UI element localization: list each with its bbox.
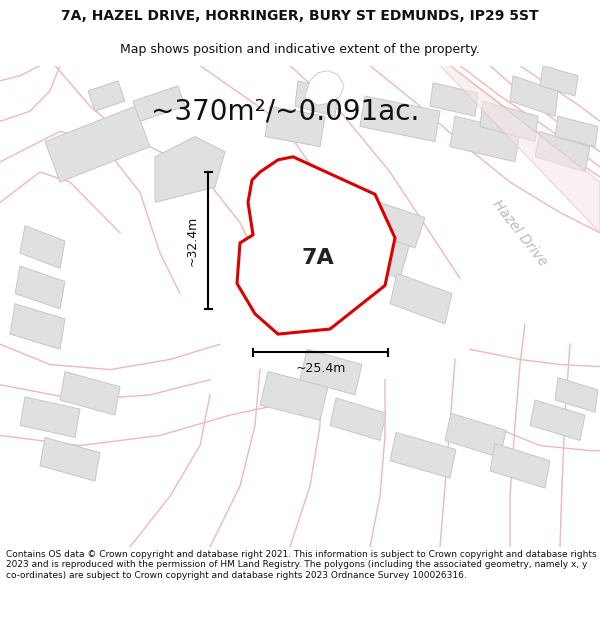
Polygon shape bbox=[45, 106, 150, 182]
Polygon shape bbox=[430, 83, 478, 116]
Polygon shape bbox=[20, 226, 65, 268]
Polygon shape bbox=[390, 273, 452, 324]
Text: Contains OS data © Crown copyright and database right 2021. This information is : Contains OS data © Crown copyright and d… bbox=[6, 550, 596, 580]
Polygon shape bbox=[237, 157, 395, 334]
Text: 7A, HAZEL DRIVE, HORRINGER, BURY ST EDMUNDS, IP29 5ST: 7A, HAZEL DRIVE, HORRINGER, BURY ST EDMU… bbox=[61, 9, 539, 23]
Polygon shape bbox=[330, 398, 386, 441]
Text: 7A: 7A bbox=[302, 248, 334, 268]
Polygon shape bbox=[510, 76, 558, 116]
Polygon shape bbox=[555, 116, 598, 147]
Polygon shape bbox=[540, 66, 578, 96]
Polygon shape bbox=[10, 304, 65, 349]
Polygon shape bbox=[88, 81, 125, 111]
Polygon shape bbox=[305, 71, 344, 105]
Polygon shape bbox=[15, 266, 65, 309]
Polygon shape bbox=[490, 444, 550, 488]
Polygon shape bbox=[530, 400, 585, 441]
Polygon shape bbox=[60, 372, 120, 415]
Polygon shape bbox=[40, 438, 100, 481]
Polygon shape bbox=[450, 116, 520, 162]
Text: ~32.4m: ~32.4m bbox=[185, 215, 199, 266]
Polygon shape bbox=[260, 372, 328, 420]
Polygon shape bbox=[340, 222, 410, 278]
Polygon shape bbox=[360, 96, 440, 142]
Polygon shape bbox=[555, 378, 598, 412]
Text: Hazel Drive: Hazel Drive bbox=[490, 197, 550, 269]
Text: ~25.4m: ~25.4m bbox=[295, 362, 346, 375]
Polygon shape bbox=[295, 81, 338, 116]
Polygon shape bbox=[300, 349, 362, 395]
Polygon shape bbox=[480, 101, 538, 142]
Polygon shape bbox=[445, 413, 506, 458]
Text: ~370m²/~0.091ac.: ~370m²/~0.091ac. bbox=[151, 98, 419, 125]
Polygon shape bbox=[133, 86, 185, 121]
Polygon shape bbox=[20, 397, 80, 437]
Polygon shape bbox=[535, 131, 590, 172]
Polygon shape bbox=[155, 136, 225, 202]
Polygon shape bbox=[265, 106, 325, 147]
Polygon shape bbox=[440, 66, 600, 232]
Polygon shape bbox=[360, 198, 425, 248]
Polygon shape bbox=[390, 432, 456, 478]
Text: Map shows position and indicative extent of the property.: Map shows position and indicative extent… bbox=[120, 42, 480, 56]
